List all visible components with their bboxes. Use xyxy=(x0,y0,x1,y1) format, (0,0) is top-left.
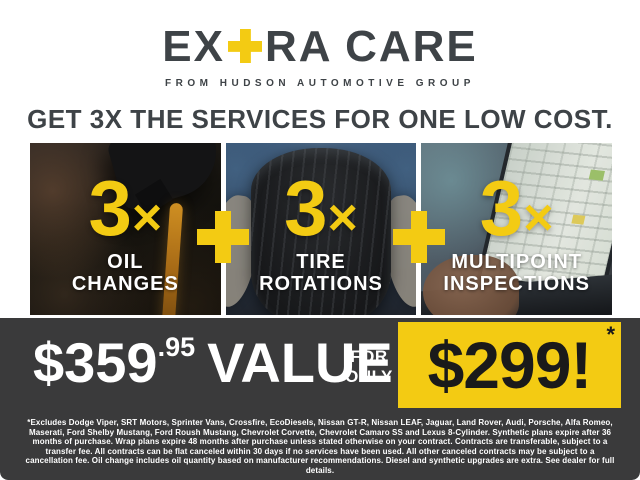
disclaimer-text: *Excludes Dodge Viper, SRT Motors, Sprin… xyxy=(25,418,615,475)
typing-hand-shape xyxy=(423,255,520,315)
service-panel-tire-rotations: 3× TIRE ROTATIONS xyxy=(225,143,417,315)
multiplier-oil: 3× xyxy=(88,164,163,252)
multiplier-tire: 3× xyxy=(284,164,358,252)
services-strip: 3× OIL CHANGES 3× TIRE ROTATIONS xyxy=(30,143,613,315)
tire-shape xyxy=(251,148,391,315)
service-label-multipoint-inspections: MULTIPOINT INSPECTIONS xyxy=(443,251,590,295)
value-cents: .95 xyxy=(157,332,196,362)
oil-pour-photo xyxy=(30,143,221,315)
offer-band: $359.95 VALUE FOR ONLY $299! * *Excludes … xyxy=(0,318,640,480)
price-box: $299! * xyxy=(398,322,621,408)
value-text: $359.95 VALUE xyxy=(33,334,393,391)
value-word: VALUE xyxy=(207,331,393,394)
service-label-tire-rotations: TIRE ROTATIONS xyxy=(259,251,383,295)
brand-tagline: FROM HUDSON AUTOMOTIVE GROUP xyxy=(165,78,475,89)
price-asterisk: * xyxy=(606,322,615,347)
logo-text-prefix: EX xyxy=(162,22,225,71)
headline: GET 3X THE SERVICES FOR ONE LOW COST. xyxy=(27,104,613,134)
logo-text-suffix: RA CARE xyxy=(264,22,478,71)
plus-separator-icon xyxy=(393,211,445,263)
service-panel-multipoint-inspections: 3× MULTIPOINT INSPECTIONS xyxy=(421,143,613,315)
for-only-text: FOR ONLY xyxy=(345,347,393,386)
extra-care-logo: EX RA CARE xyxy=(0,25,640,69)
laptop-inspection-photo xyxy=(421,143,613,315)
service-label-oil-changes: OIL CHANGES xyxy=(71,251,179,295)
tire-hold-photo xyxy=(225,143,417,315)
plus-icon xyxy=(227,29,262,63)
multiplier-inspections: 3× xyxy=(479,164,554,252)
price-text: $299! xyxy=(427,328,593,402)
service-panel-oil-changes: 3× OIL CHANGES xyxy=(30,143,221,315)
plus-separator-icon xyxy=(197,211,249,263)
value-dollars: $359 xyxy=(33,331,158,394)
